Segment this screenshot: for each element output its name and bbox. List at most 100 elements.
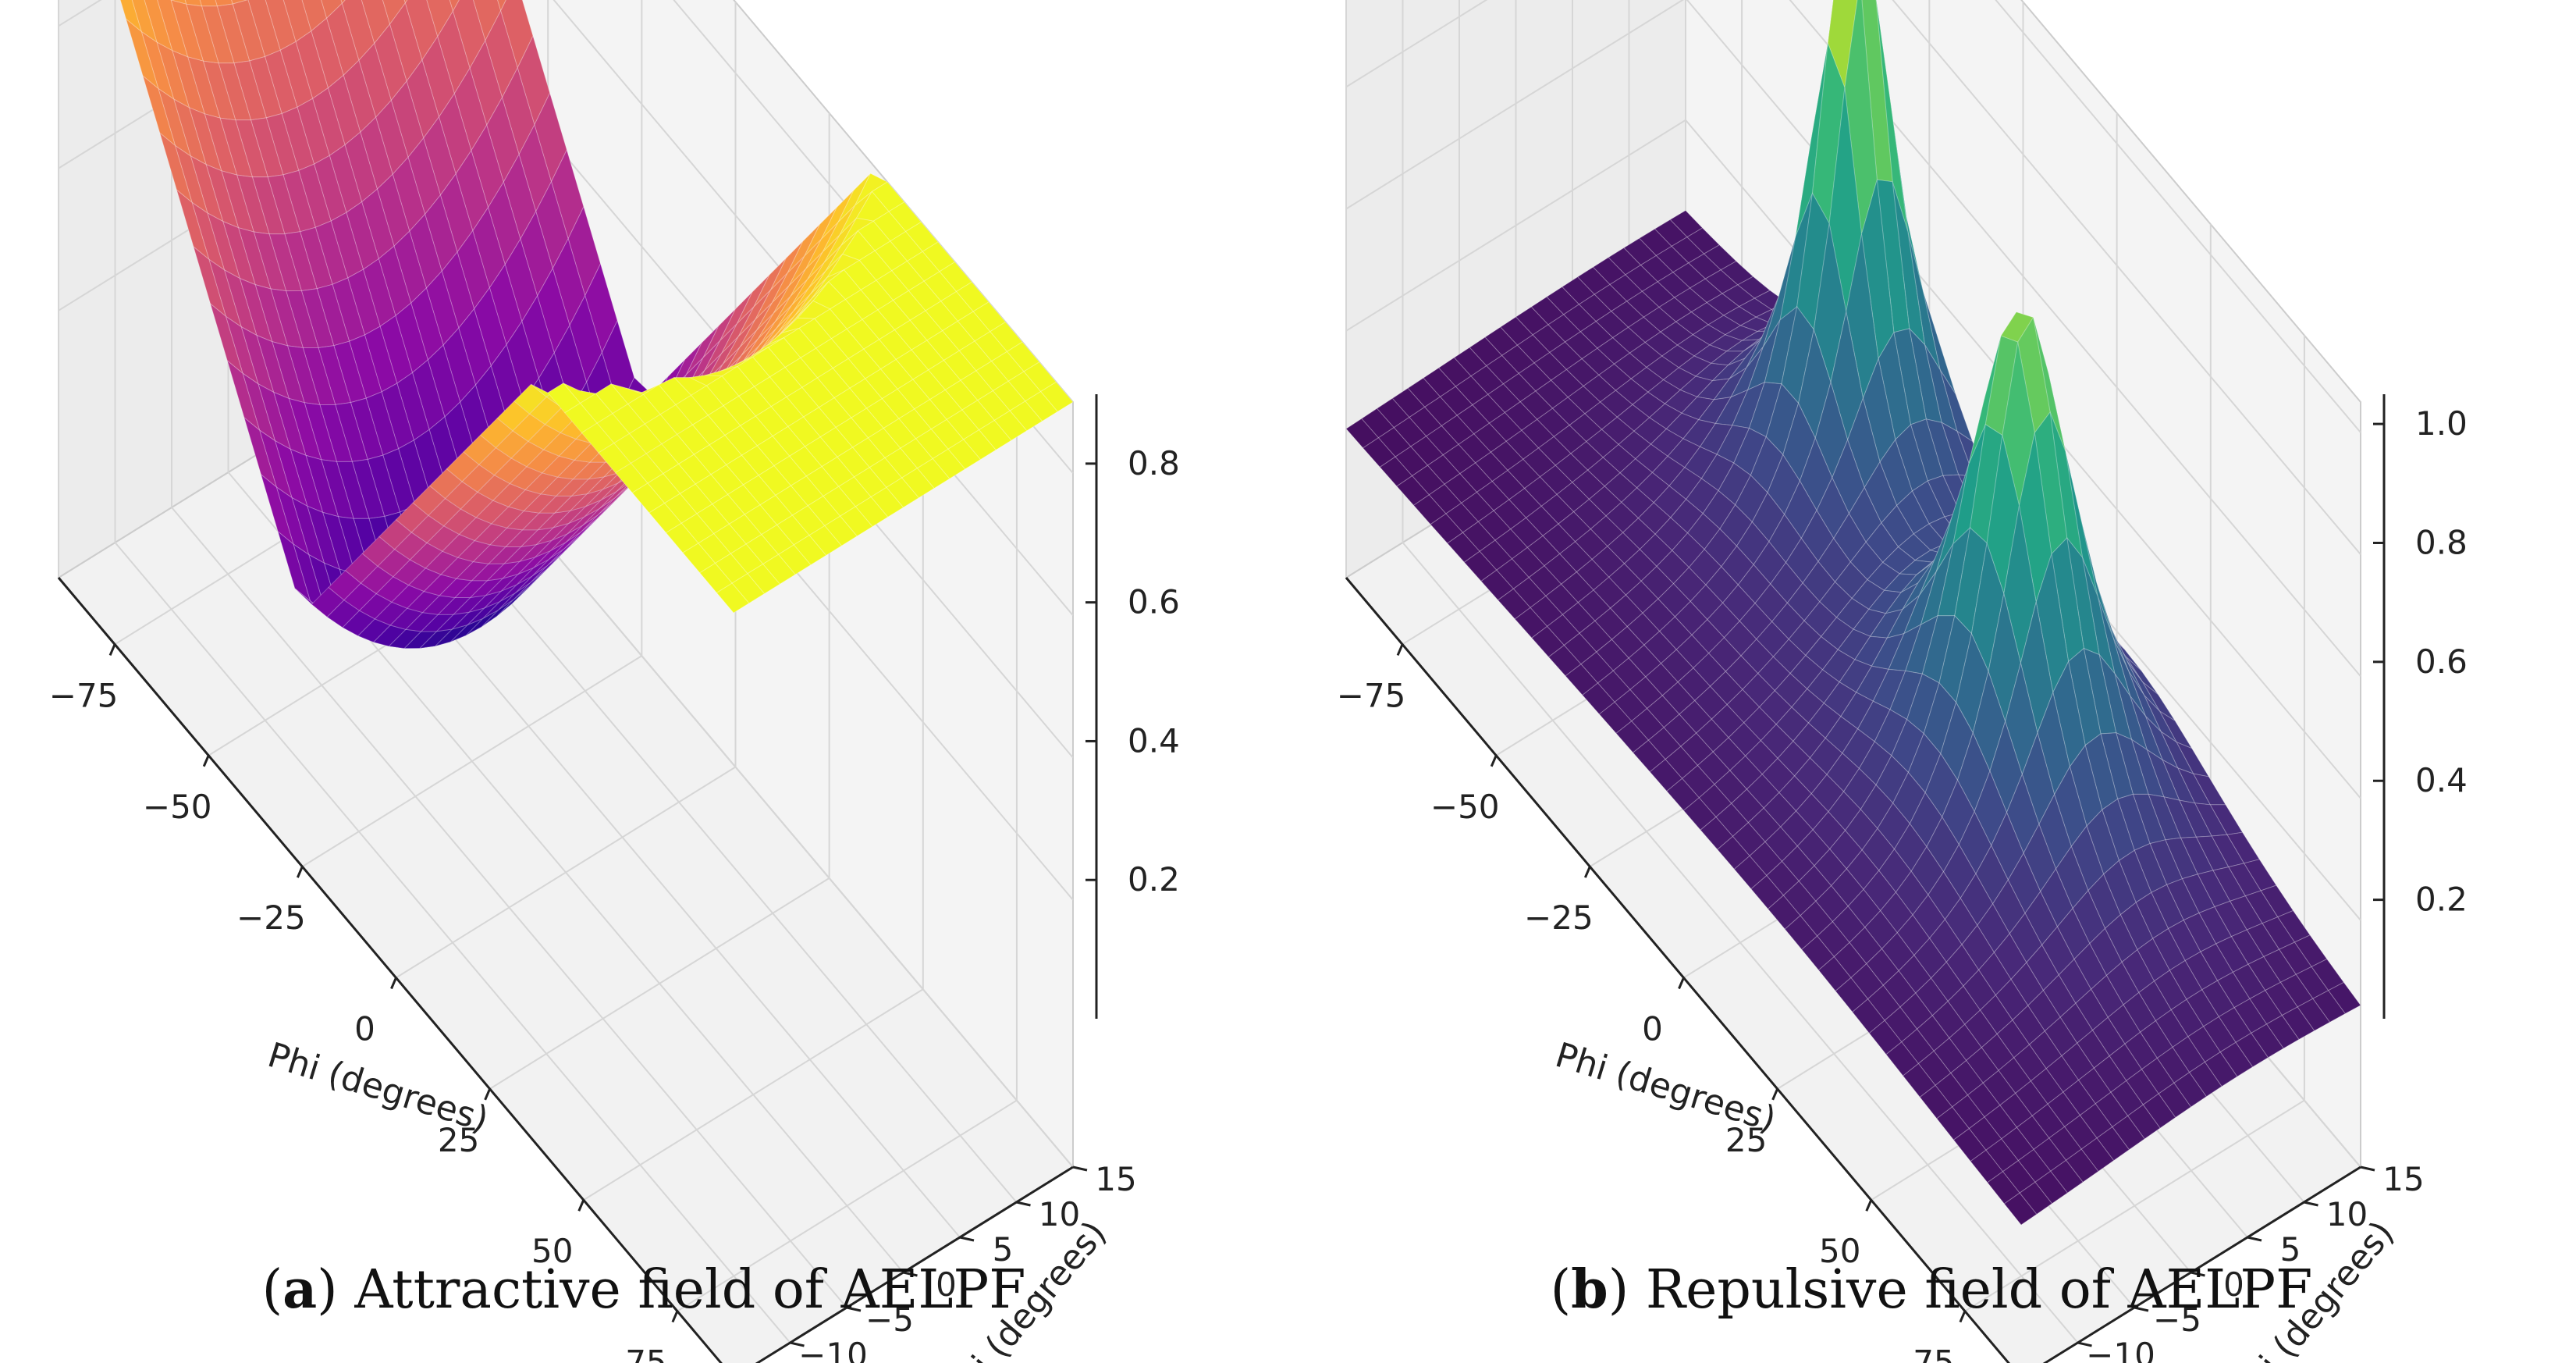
- x-tick-label: 75: [1913, 1343, 1954, 1363]
- surface-patch: [231, 0, 249, 5]
- x-tick-label: 25: [438, 1121, 479, 1159]
- z-tick-label: 0.8: [1128, 444, 1180, 482]
- x-tick-mark: [1583, 866, 1591, 878]
- wall-gridline-z: [1892, 0, 2361, 555]
- surface-patch: [808, 525, 843, 557]
- surface-patch: [2281, 1006, 2315, 1041]
- x-tick-label: −25: [236, 899, 306, 937]
- surface-patch: [947, 439, 982, 470]
- surface-patch: [2127, 1104, 2161, 1140]
- surface-patch: [793, 535, 827, 566]
- surface-patch: [340, 0, 346, 5]
- surface-patch: [993, 410, 1028, 441]
- x-tick-label: −75: [49, 676, 119, 714]
- z-tick-label: 0.2: [2415, 881, 2468, 919]
- surface-mesh: [1345, 0, 2361, 1226]
- wall-gridline-z: [1345, 0, 2361, 799]
- z-tick-label: 0.2: [1128, 860, 1180, 899]
- surface-patch: [1025, 390, 1058, 422]
- y-tick-mark: [2360, 1165, 2375, 1172]
- surface-patch: [2049, 1159, 2084, 1194]
- y-tick-label: −10: [798, 1336, 868, 1363]
- y-tick-mark: [2247, 1236, 2262, 1242]
- surface-patch: [870, 486, 904, 518]
- surface-patch: [2173, 1072, 2208, 1108]
- surface-patch: [1009, 400, 1043, 432]
- x-tick-mark: [1678, 977, 1685, 990]
- y-tick-mark: [1016, 1201, 1031, 1207]
- surface-patch: [2219, 1041, 2254, 1077]
- y-tick-label: 10: [1039, 1195, 1080, 1233]
- floor-gridline-psi: [114, 542, 791, 1343]
- floor-gridline-psi: [1402, 542, 2079, 1343]
- surface-patch: [2235, 1032, 2269, 1068]
- y-tick-mark: [903, 1271, 918, 1277]
- x-tick-mark: [577, 1199, 585, 1212]
- z-tick-label: 0.6: [2415, 642, 2468, 681]
- y-tick-mark: [790, 1341, 805, 1347]
- surface-patch: [2003, 1192, 2038, 1226]
- y-tick-mark: [2190, 1271, 2205, 1277]
- x-tick-mark: [390, 977, 397, 990]
- x-tick-mark: [108, 643, 116, 657]
- x-tick-mark: [1490, 755, 1498, 767]
- surface-patch: [403, 0, 408, 5]
- x-tick-label: −50: [143, 788, 212, 826]
- surface-mesh: [119, 0, 1074, 649]
- floor-gridline-psi: [171, 507, 847, 1308]
- wall-gridline-z: [1995, 0, 2361, 433]
- caption-repulsive-field: (b) Repulsive field of AELPF: [1550, 1258, 2313, 1321]
- surface-patch: [2204, 1052, 2238, 1087]
- y-tick-mark: [959, 1236, 975, 1242]
- x-tick-mark: [1771, 1088, 1779, 1101]
- x-tick-label: −25: [1524, 899, 1594, 937]
- z-tick-label: 0.4: [2415, 761, 2468, 799]
- surface-patch: [1039, 381, 1074, 412]
- y-tick-mark: [2304, 1201, 2318, 1207]
- y-tick-mark: [846, 1306, 862, 1312]
- y-tick-label: −10: [2086, 1336, 2155, 1363]
- caption-label-a: a: [282, 1258, 318, 1321]
- y-tick-label: 15: [2382, 1160, 2424, 1198]
- x-tick-label: 0: [354, 1010, 375, 1048]
- z-tick-label: 0.8: [2415, 523, 2468, 561]
- y-tick-label: 10: [2326, 1195, 2368, 1233]
- y-tick-label: 0: [2223, 1265, 2244, 1304]
- surface-patch: [916, 457, 950, 489]
- y-tick-label: 5: [2280, 1230, 2301, 1269]
- surface-patch: [978, 419, 1012, 451]
- caption-text-a: Attractive field of AELPF: [354, 1259, 1026, 1321]
- x-tick-label: 0: [1642, 1010, 1663, 1048]
- x-tick-mark: [671, 1310, 679, 1323]
- x-tick-label: −75: [1337, 676, 1406, 714]
- y-tick-label: 5: [993, 1230, 1014, 1269]
- x-tick-label: −50: [1430, 788, 1500, 826]
- x-tick-mark: [484, 1088, 492, 1101]
- caption-attractive-field: (a) Attractive field of AELPF: [261, 1258, 1026, 1321]
- y-tick-label: −5: [2153, 1301, 2201, 1339]
- y-tick-mark: [1072, 1165, 1088, 1172]
- x-tick-mark: [1865, 1199, 1873, 1212]
- surface-patch: [716, 582, 750, 614]
- surface-patch: [2034, 1170, 2069, 1205]
- z-tick-label: 0.6: [1128, 583, 1180, 621]
- surface-patch: [886, 477, 920, 508]
- surface-patch: [2096, 1126, 2130, 1162]
- y-tick-mark: [2134, 1306, 2149, 1312]
- caption-label-b: b: [1571, 1258, 1608, 1321]
- chart-panel-attractive: −75−50−250255075−15−10−50510150.20.40.60…: [49, 0, 1180, 1363]
- x-tick-mark: [1396, 643, 1404, 657]
- z-tick-label: 0.4: [1128, 721, 1180, 760]
- chart-panel-repulsive: −75−50−250255075−15−10−50510150.20.40.60…: [1337, 0, 2468, 1363]
- x-tick-mark: [1959, 1310, 1967, 1323]
- caption-text-b: Repulsive field of AELPF: [1645, 1259, 2313, 1321]
- y-tick-label: 0: [936, 1265, 957, 1304]
- x-tick-mark: [296, 866, 304, 878]
- x-tick-label: 50: [531, 1232, 573, 1270]
- surface-patch: [2265, 1015, 2300, 1049]
- wall-gridline-z: [1345, 119, 2361, 921]
- x-tick-mark: [202, 755, 210, 767]
- x-tick-label: 25: [1725, 1121, 1767, 1159]
- surface-patch: [839, 506, 873, 537]
